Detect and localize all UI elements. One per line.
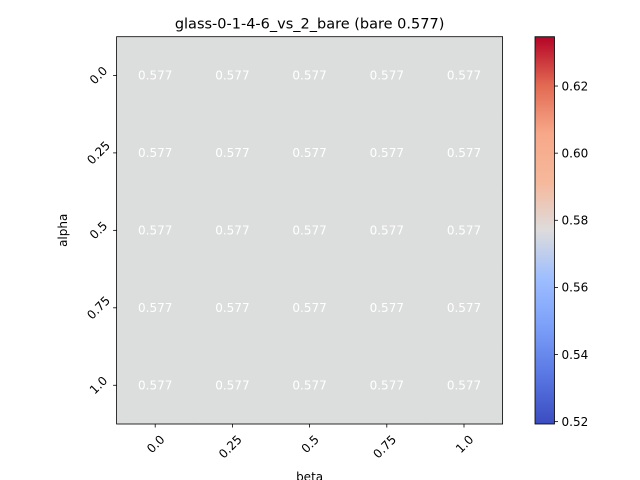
cell-value-label-0-3: 0.577 (370, 68, 404, 82)
colorbar-tick-label-4: 0.60 (562, 146, 589, 160)
y-tick-label-4: 1.0 (87, 374, 110, 397)
colorbar-tick-label-2: 0.56 (562, 281, 589, 295)
heatmap-cell-1-1 (193, 114, 272, 193)
x-tick-label-0: 0.0 (144, 432, 167, 455)
y-tick-label-1: 0.25 (84, 138, 113, 167)
cell-value-label-1-1: 0.577 (215, 146, 249, 160)
cell-value-label-4-1: 0.577 (215, 378, 249, 392)
heatmap-cell-4-0 (116, 346, 195, 425)
x-tick-label-1: 0.25 (216, 432, 245, 461)
heatmap-cell-0-1 (193, 36, 272, 115)
cell-value-label-0-2: 0.577 (292, 68, 326, 82)
heatmap-cell-1-0 (116, 114, 195, 193)
heatmap-cell-3-0 (116, 269, 195, 348)
colorbar-tick-label-1: 0.54 (562, 348, 589, 362)
heatmap-cell-4-3 (348, 346, 426, 425)
cell-value-label-1-2: 0.577 (292, 146, 326, 160)
heatmap-cell-0-0 (116, 36, 195, 115)
heatmap-cell-1-3 (348, 114, 426, 193)
y-tick-label-3: 0.75 (84, 293, 113, 322)
cell-value-label-2-1: 0.577 (215, 223, 249, 237)
cell-value-label-3-1: 0.577 (215, 301, 249, 315)
cell-value-label-2-3: 0.577 (370, 223, 404, 237)
heatmap-cell-0-4 (425, 36, 504, 115)
heatmap-cell-3-2 (271, 269, 349, 348)
heatmap-cell-2-2 (271, 191, 349, 270)
cell-value-label-4-4: 0.577 (447, 378, 481, 392)
heatmap-cell-4-4 (425, 346, 504, 425)
colorbar-tick-label-3: 0.58 (562, 214, 589, 228)
cell-value-label-2-0: 0.577 (138, 223, 172, 237)
heatmap-cell-4-1 (193, 346, 272, 425)
heatmap-cell-3-3 (348, 269, 426, 348)
cell-value-label-4-3: 0.577 (370, 378, 404, 392)
heatmap-cell-2-3 (348, 191, 426, 270)
cell-value-label-1-0: 0.577 (138, 146, 172, 160)
heatmap-cell-3-4 (425, 269, 504, 348)
cell-value-label-1-4: 0.577 (447, 146, 481, 160)
heatmap-cell-1-4 (425, 114, 504, 193)
cell-value-label-3-0: 0.577 (138, 301, 172, 315)
cell-value-label-0-1: 0.577 (215, 68, 249, 82)
heatmap-cell-1-2 (271, 114, 349, 193)
y-axis: 0.0 0.25 0.5 0.75 1.0 (84, 64, 117, 397)
cell-value-label-3-3: 0.577 (370, 301, 404, 315)
cell-value-label-0-4: 0.577 (447, 68, 481, 82)
cell-value-label-2-4: 0.577 (447, 223, 481, 237)
colorbar-tick-label-5: 0.62 (562, 79, 589, 93)
cell-value-label-3-4: 0.577 (447, 301, 481, 315)
heatmap-cell-labels: 0.577 0.577 0.577 0.577 0.577 0.577 0.577 0.577… (138, 68, 481, 392)
chart-title: glass-0-1-4-6_vs_2_bare (bare 0.577) (175, 17, 445, 33)
x-tick-label-3: 0.75 (370, 432, 399, 461)
x-axis: 0.0 0.25 0.5 0.75 1.0 (144, 424, 476, 461)
cell-value-label-4-2: 0.577 (292, 378, 326, 392)
x-tick-label-2: 0.5 (299, 432, 322, 455)
cell-value-label-3-2: 0.577 (292, 301, 326, 315)
cell-value-label-2-2: 0.577 (292, 223, 326, 237)
colorbar-tick-label-0: 0.52 (562, 415, 589, 429)
heatmap-cell-4-2 (271, 346, 349, 425)
x-tick-label-4: 1.0 (453, 432, 476, 455)
y-tick-label-2: 0.5 (87, 219, 110, 242)
heatmap-cell-0-2 (271, 36, 349, 115)
colorbar-ticks: 0.52 0.54 0.56 0.58 0.60 0.62 (554, 79, 589, 429)
heatmap-cell-0-3 (348, 36, 426, 115)
heatmap-cell-2-4 (425, 191, 504, 270)
colorbar (534, 36, 555, 425)
cell-value-label-4-0: 0.577 (138, 378, 172, 392)
x-axis-label: beta (296, 470, 323, 480)
cell-value-label-1-3: 0.577 (370, 146, 404, 160)
heatmap-cell-3-1 (193, 269, 272, 348)
y-axis-label: alpha (56, 214, 70, 247)
y-tick-label-0: 0.0 (87, 64, 110, 87)
cell-value-label-0-0: 0.577 (138, 68, 172, 82)
heatmap-cells (116, 36, 504, 425)
heatmap-cell-2-1 (193, 191, 272, 270)
heatmap-cell-2-0 (116, 191, 195, 270)
